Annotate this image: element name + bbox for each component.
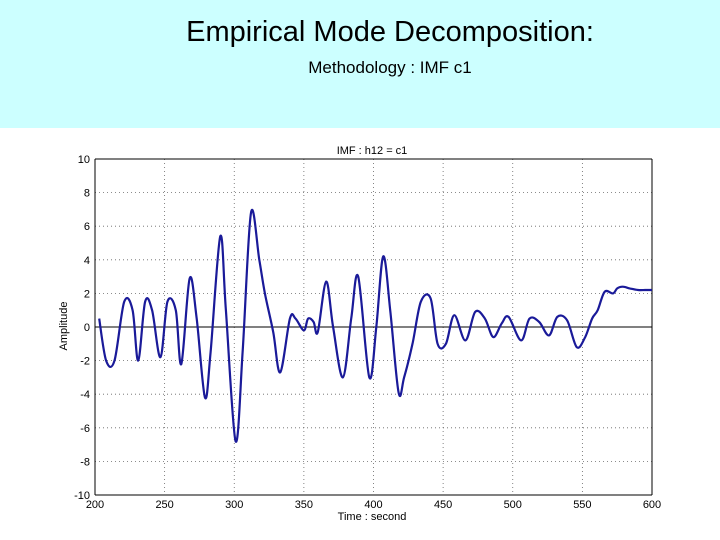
y-tick-label: 2 xyxy=(84,288,90,300)
y-tick-label: 6 xyxy=(84,221,90,233)
y-tick-label: -6 xyxy=(80,423,90,435)
x-tick-label: 450 xyxy=(434,499,452,511)
imf-series-line xyxy=(98,208,652,443)
x-tick-label: 200 xyxy=(86,499,104,511)
tick-labels: 200 250 300 350 400 450 500 550 600 -10 -8 -6 -4 -2 0 2… xyxy=(74,154,661,511)
y-tick-label: 10 xyxy=(78,154,90,166)
y-tick-label: 4 xyxy=(84,255,90,267)
y-tick-label: 0 xyxy=(84,322,90,334)
slide-header: Empirical Mode Decomposition: Methodolog… xyxy=(0,0,720,128)
y-tick-label: -10 xyxy=(74,490,90,502)
x-tick-label: 500 xyxy=(504,499,522,511)
y-tick-label: -8 xyxy=(80,456,90,468)
y-axis-label: Amplitude xyxy=(58,302,70,351)
x-tick-label: 550 xyxy=(573,499,591,511)
chart-title: IMF : h12 = c1 xyxy=(337,145,408,157)
y-tick-label: -2 xyxy=(80,356,90,368)
axes xyxy=(94,158,653,496)
x-tick-label: 350 xyxy=(295,499,313,511)
slide-subtitle: Methodology : IMF c1 xyxy=(308,58,472,77)
x-tick-label: 250 xyxy=(155,499,173,511)
x-tick-label: 400 xyxy=(364,499,382,511)
y-tick-label: 8 xyxy=(84,188,90,200)
y-tick-label: -4 xyxy=(80,389,90,401)
x-tick-label: 600 xyxy=(643,499,661,511)
imf-line-chart: 200 250 300 350 400 450 500 550 600 -10 -8 -6 -4 -2 0 2… xyxy=(58,145,661,523)
x-tick-label: 300 xyxy=(225,499,243,511)
x-axis-label: Time : second xyxy=(338,511,407,523)
slide-title: Empirical Mode Decomposition: xyxy=(186,16,594,48)
series-layer xyxy=(98,208,652,443)
